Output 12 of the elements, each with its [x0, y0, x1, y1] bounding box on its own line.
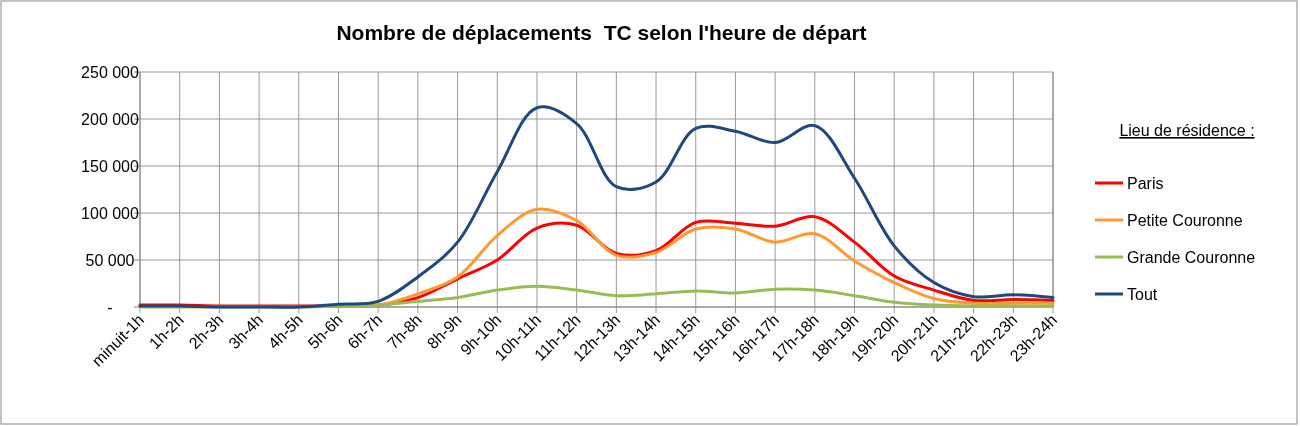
- legend-label: Paris: [1127, 175, 1164, 192]
- y-tick-label: -: [107, 299, 113, 316]
- legend-title: Lieu de résidence :: [1119, 122, 1255, 139]
- chart-title: Nombre de déplacements TC selon l'heure de départ: [336, 21, 867, 44]
- y-tick-label: 100 000: [81, 205, 140, 222]
- legend-label: Petite Couronne: [1127, 212, 1243, 229]
- y-tick-label: 50 000: [85, 252, 135, 269]
- y-tick-label: 150 000: [81, 158, 140, 175]
- y-tick-label: 200 000: [81, 111, 140, 128]
- y-tick-label: 250 000: [81, 64, 140, 81]
- legend-label: Tout: [1127, 286, 1158, 303]
- legend-label: Grande Couronne: [1127, 249, 1256, 266]
